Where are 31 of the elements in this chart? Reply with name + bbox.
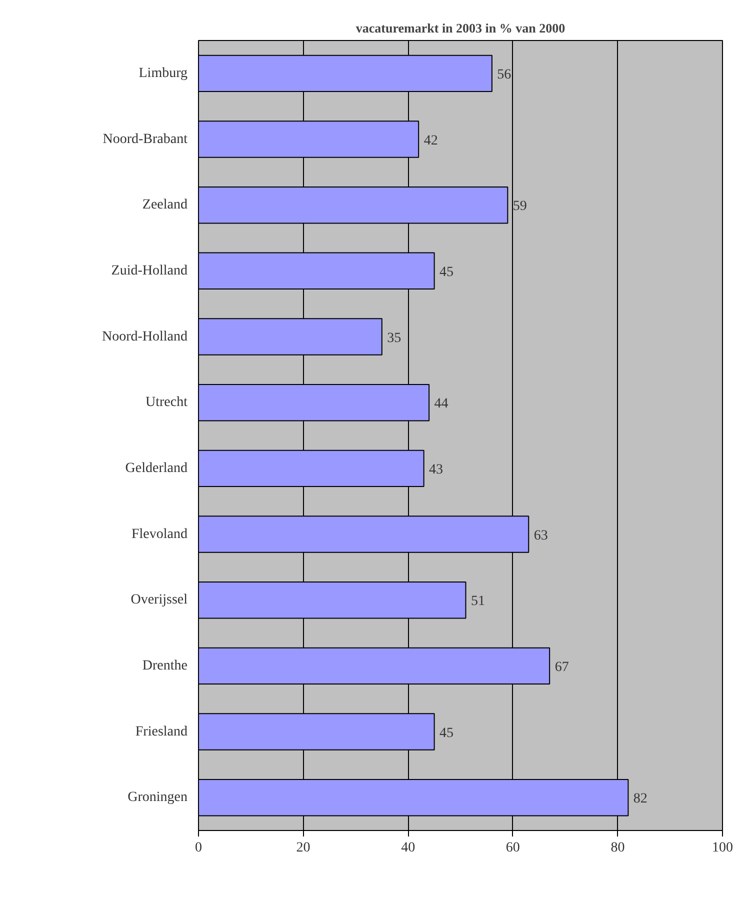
y-tick-label: Friesland (135, 724, 188, 740)
x-tick-label: 0 (195, 840, 202, 856)
data-label: 59 (512, 199, 527, 214)
y-tick-label: Flevoland (132, 526, 188, 542)
data-label: 42 (424, 133, 438, 148)
x-tick-label: 80 (610, 840, 625, 856)
data-label: 45 (440, 726, 454, 741)
y-tick-label: Noord-Brabant (102, 132, 188, 147)
y-tick-label: Groningen (128, 790, 188, 806)
y-tick-label: Zuid-Holland (111, 263, 188, 278)
x-tick-label: 40 (401, 840, 416, 856)
y-tick-label: Overijssel (130, 592, 188, 608)
chart-title: vacaturemarkt in 2003 in % van 2000 (356, 20, 566, 36)
data-label: 51 (470, 594, 485, 610)
data-label: 67 (554, 660, 569, 675)
data-label: 43 (429, 462, 444, 478)
y-tick-label: Gelderland (125, 460, 188, 476)
y-tick-label: Drenthe (142, 658, 188, 674)
data-label: 35 (387, 330, 402, 346)
y-tick-label: Zeeland (142, 198, 188, 213)
data-label: 82 (633, 792, 648, 807)
data-label: 63 (534, 528, 548, 544)
x-tick-label: 60 (506, 840, 520, 856)
data-label: 56 (497, 67, 512, 82)
y-tick-label: Noord-Holland (102, 329, 188, 344)
x-tick-label: 20 (296, 840, 310, 856)
y-tick-label: Limburg (138, 66, 188, 81)
y-tick-label: Utrecht (146, 395, 188, 410)
x-tick-label: 100 (712, 840, 733, 856)
data-label: 44 (434, 396, 448, 412)
data-label: 45 (440, 264, 454, 280)
